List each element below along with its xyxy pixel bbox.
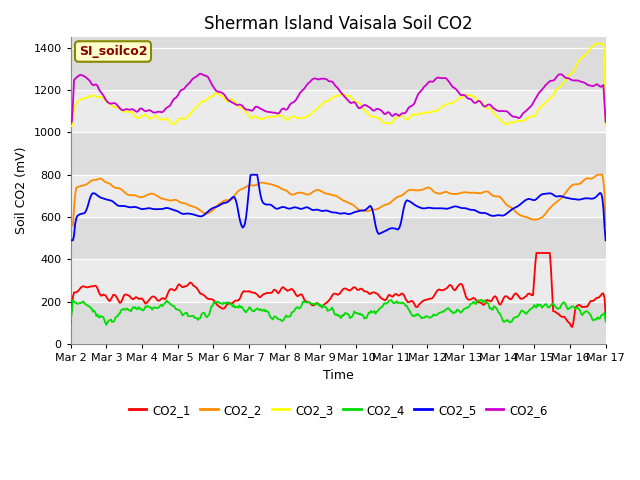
CO2_4 — [461, 306, 468, 312]
Line: CO2_6: CO2_6 — [70, 74, 605, 122]
CO2_5 — [248, 172, 255, 178]
CO2_5 — [602, 238, 609, 243]
CO2_2 — [292, 191, 300, 196]
Line: CO2_2: CO2_2 — [70, 175, 605, 226]
CO2_3 — [392, 115, 399, 120]
CO2_6 — [67, 119, 74, 125]
CO2_6 — [602, 119, 609, 125]
CO2_2 — [460, 190, 468, 195]
CO2_1 — [460, 287, 468, 292]
CO2_3 — [553, 86, 561, 92]
CO2_6 — [196, 71, 204, 77]
CO2_5 — [461, 205, 468, 211]
CO2_1 — [366, 291, 374, 297]
CO2_2 — [392, 195, 399, 201]
CO2_1 — [233, 298, 241, 303]
CO2_1 — [67, 319, 74, 325]
CO2_5 — [393, 226, 401, 232]
X-axis label: Time: Time — [323, 369, 353, 382]
Bar — [70, 259, 605, 301]
Bar — [70, 217, 605, 259]
CO2_3 — [592, 41, 600, 47]
CO2_6 — [367, 106, 375, 111]
CO2_3 — [292, 115, 300, 120]
CO2_4 — [294, 304, 301, 310]
CO2_3 — [602, 123, 609, 129]
CO2_1 — [292, 292, 300, 298]
CO2_4 — [478, 297, 486, 303]
CO2_4 — [234, 305, 242, 311]
CO2_2 — [233, 189, 241, 195]
CO2_6 — [294, 95, 301, 100]
CO2_3 — [366, 113, 374, 119]
CO2_2 — [597, 172, 605, 178]
CO2_2 — [553, 199, 561, 205]
CO2_1 — [602, 312, 609, 318]
CO2_2 — [67, 223, 74, 228]
CO2_4 — [102, 322, 110, 328]
CO2_1 — [554, 311, 561, 316]
CO2_5 — [67, 238, 74, 243]
Bar — [70, 90, 605, 132]
CO2_2 — [366, 207, 374, 213]
CO2_5 — [233, 203, 241, 208]
CO2_4 — [555, 305, 563, 311]
Bar — [70, 132, 605, 175]
CO2_5 — [367, 204, 375, 210]
CO2_5 — [554, 193, 561, 199]
Text: SI_soilco2: SI_soilco2 — [79, 45, 147, 58]
Legend: CO2_1, CO2_2, CO2_3, CO2_4, CO2_5, CO2_6: CO2_1, CO2_2, CO2_3, CO2_4, CO2_5, CO2_6 — [124, 399, 552, 421]
CO2_3 — [67, 123, 74, 129]
CO2_4 — [393, 299, 401, 304]
Line: CO2_3: CO2_3 — [70, 44, 605, 126]
CO2_5 — [294, 205, 301, 211]
Line: CO2_4: CO2_4 — [70, 300, 605, 325]
CO2_6 — [461, 93, 468, 98]
CO2_4 — [67, 319, 74, 324]
CO2_4 — [367, 308, 375, 314]
Bar — [70, 175, 605, 217]
CO2_3 — [460, 93, 468, 99]
CO2_1 — [568, 324, 576, 330]
CO2_6 — [393, 111, 401, 117]
CO2_2 — [602, 223, 609, 228]
CO2_4 — [602, 319, 609, 324]
Bar — [70, 37, 605, 90]
Line: CO2_5: CO2_5 — [70, 175, 605, 240]
Title: Sherman Island Vaisala Soil CO2: Sherman Island Vaisala Soil CO2 — [204, 15, 472, 33]
CO2_6 — [554, 72, 561, 78]
CO2_6 — [234, 102, 242, 108]
Bar — [70, 301, 605, 344]
CO2_1 — [532, 250, 540, 256]
CO2_3 — [233, 102, 241, 108]
CO2_1 — [392, 291, 399, 297]
Y-axis label: Soil CO2 (mV): Soil CO2 (mV) — [15, 147, 28, 234]
Line: CO2_1: CO2_1 — [70, 253, 605, 327]
